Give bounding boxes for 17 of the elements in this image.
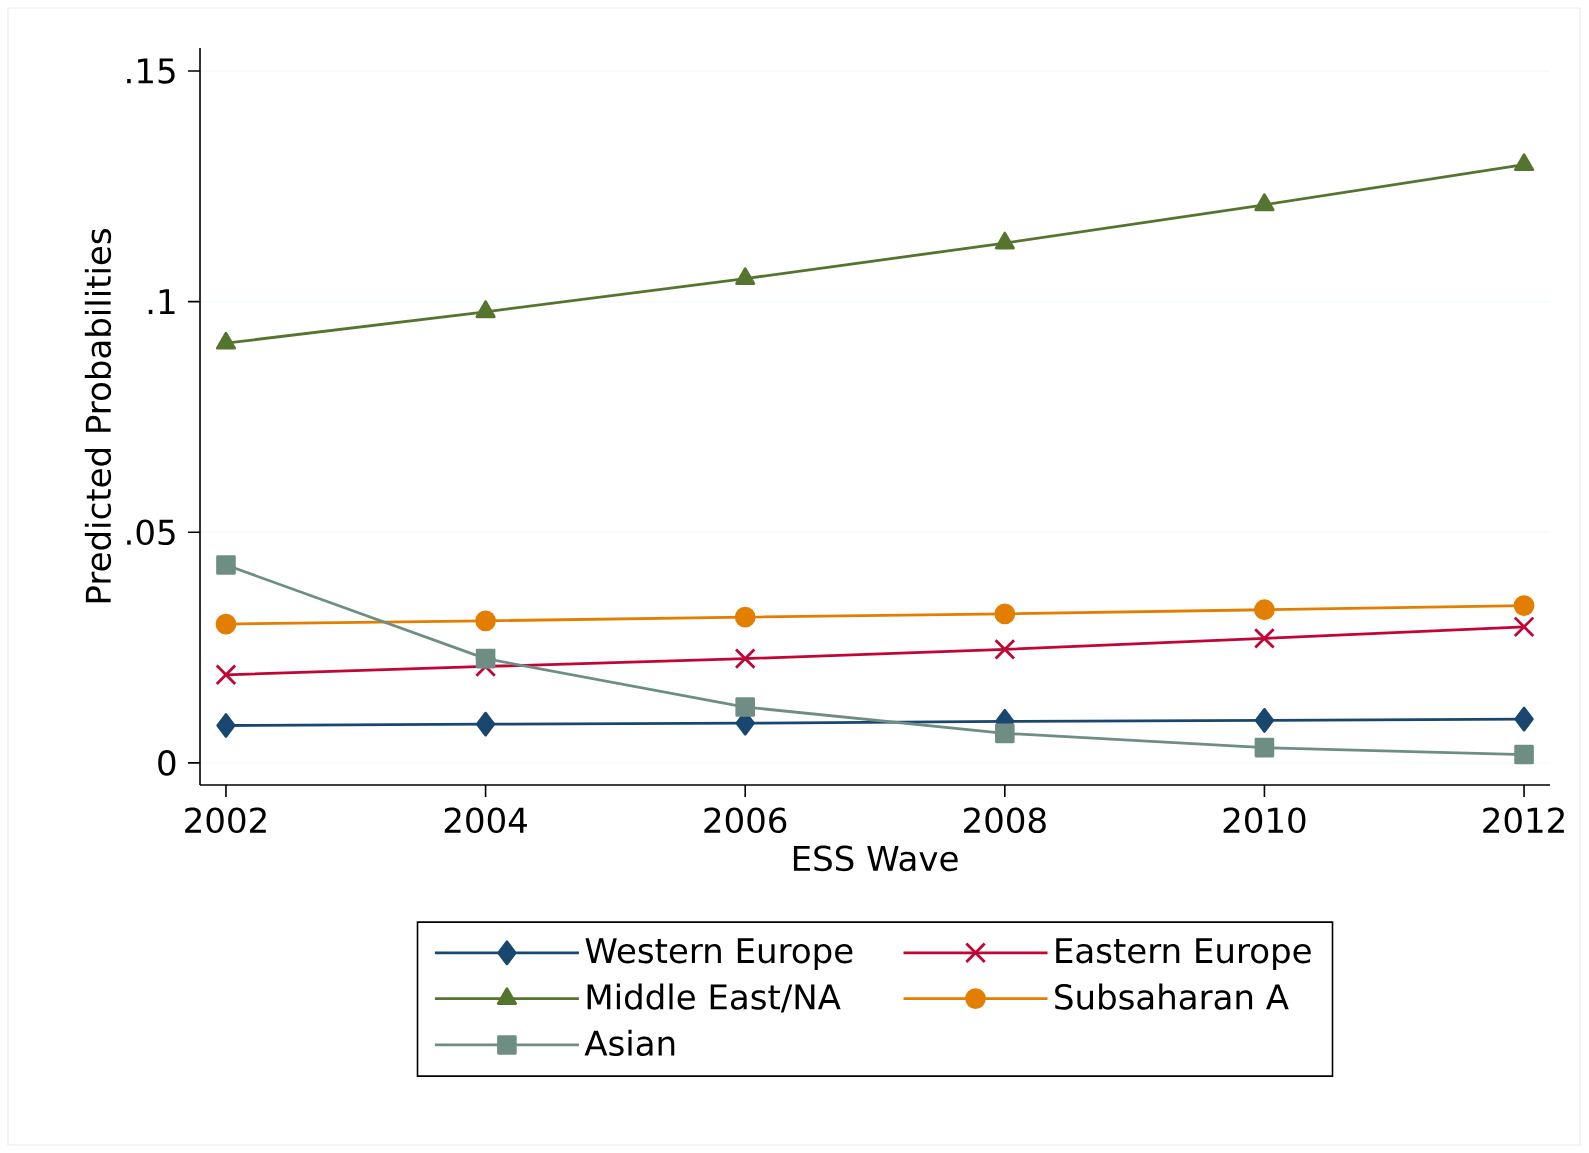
x-tick-label: 2012 xyxy=(1483,807,1564,834)
legend-label: Eastern Europe xyxy=(1056,938,1311,970)
legend-label: Asian xyxy=(584,1029,675,1057)
x-tick-label: 2006 xyxy=(704,807,787,834)
x-tick-label: 2008 xyxy=(964,807,1046,834)
y-tick-label: .05 xyxy=(127,519,175,546)
x-tick-label: 2004 xyxy=(444,807,527,834)
y-axis-title: Predicted Probabilities xyxy=(84,229,112,603)
y-tick-label: .1 xyxy=(148,289,175,315)
x-tick-label: 2010 xyxy=(1223,807,1306,834)
legend-label: Middle East/NA xyxy=(587,983,841,1013)
legend-label: Subsaharan A xyxy=(1055,983,1289,1010)
y-tick-label: .15 xyxy=(127,58,175,84)
x-tick-label: 2002 xyxy=(185,807,266,834)
y-tick-label: 0 xyxy=(158,749,176,776)
x-axis-title: ESS Wave xyxy=(793,845,958,872)
legend-label: Western Europe xyxy=(585,938,853,970)
